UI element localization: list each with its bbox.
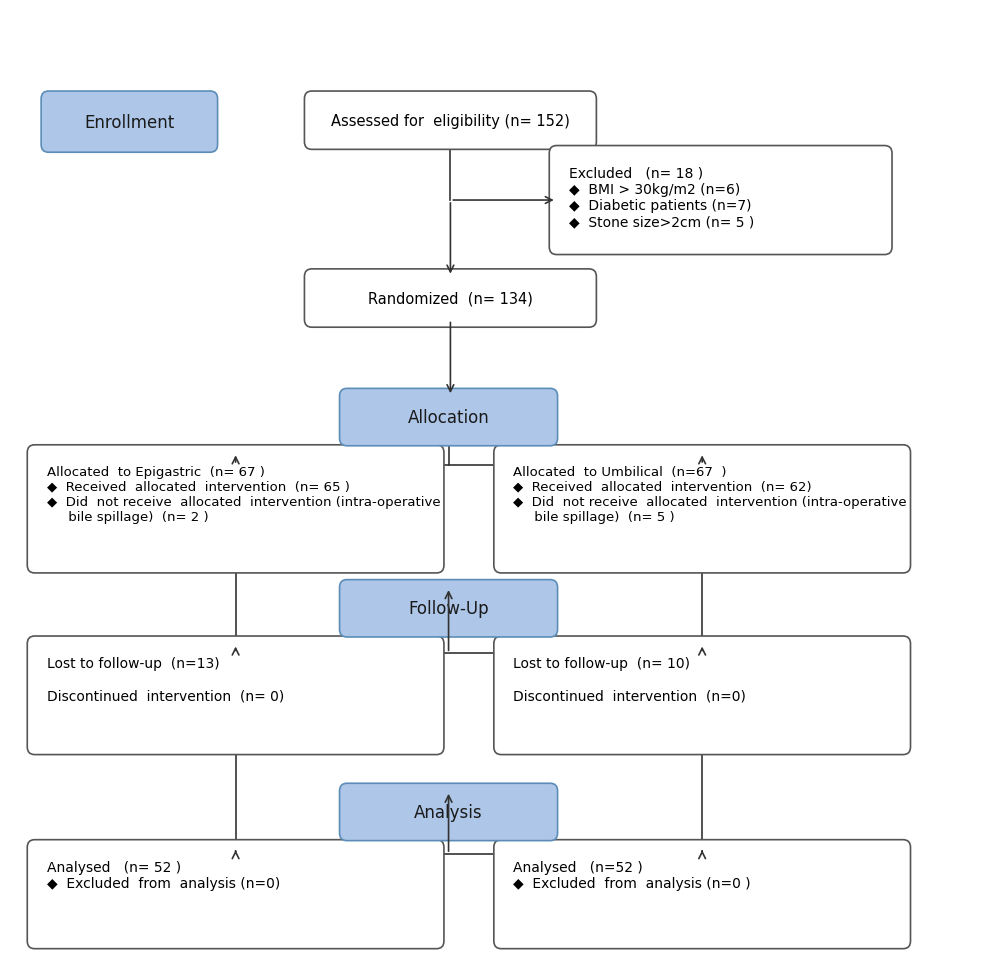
Text: Excluded   (n= 18 )
◆  BMI > 30kg/m2 (n=6)
◆  Diabetic patients (n=7)
◆  Stone s: Excluded (n= 18 ) ◆ BMI > 30kg/m2 (n=6) … bbox=[569, 167, 754, 229]
FancyBboxPatch shape bbox=[494, 637, 910, 755]
Text: Enrollment: Enrollment bbox=[84, 113, 175, 132]
FancyBboxPatch shape bbox=[305, 92, 597, 150]
FancyBboxPatch shape bbox=[28, 840, 444, 949]
FancyBboxPatch shape bbox=[494, 840, 910, 949]
Text: Analysed   (n=52 )
◆  Excluded  from  analysis (n=0 ): Analysed (n=52 ) ◆ Excluded from analysi… bbox=[514, 860, 751, 891]
FancyBboxPatch shape bbox=[339, 580, 557, 638]
Text: Lost to follow-up  (n= 10)

Discontinued  intervention  (n=0): Lost to follow-up (n= 10) Discontinued i… bbox=[514, 656, 746, 703]
Text: Follow-Up: Follow-Up bbox=[408, 600, 489, 617]
Text: Allocation: Allocation bbox=[407, 409, 489, 426]
Text: Randomized  (n= 134): Randomized (n= 134) bbox=[368, 292, 532, 306]
FancyBboxPatch shape bbox=[339, 784, 557, 841]
Text: Allocated  to Epigastric  (n= 67 )
◆  Received  allocated  intervention  (n= 65 : Allocated to Epigastric (n= 67 ) ◆ Recei… bbox=[46, 465, 441, 523]
FancyBboxPatch shape bbox=[28, 637, 444, 755]
FancyBboxPatch shape bbox=[305, 269, 597, 328]
FancyBboxPatch shape bbox=[549, 146, 892, 255]
FancyBboxPatch shape bbox=[494, 446, 910, 574]
Text: Assessed for  eligibility (n= 152): Assessed for eligibility (n= 152) bbox=[331, 113, 570, 129]
FancyBboxPatch shape bbox=[28, 446, 444, 574]
FancyBboxPatch shape bbox=[41, 92, 218, 153]
Text: Analysed   (n= 52 )
◆  Excluded  from  analysis (n=0): Analysed (n= 52 ) ◆ Excluded from analys… bbox=[46, 860, 280, 891]
Text: Analysis: Analysis bbox=[414, 803, 483, 821]
Text: Lost to follow-up  (n=13)

Discontinued  intervention  (n= 0): Lost to follow-up (n=13) Discontinued in… bbox=[46, 656, 284, 703]
Text: Allocated  to Umbilical  (n=67  )
◆  Received  allocated  intervention  (n= 62)
: Allocated to Umbilical (n=67 ) ◆ Receive… bbox=[514, 465, 907, 523]
FancyBboxPatch shape bbox=[339, 389, 557, 447]
